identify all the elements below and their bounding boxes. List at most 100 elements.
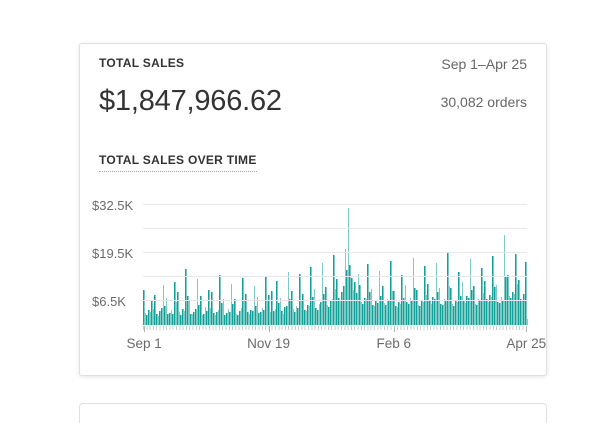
bar[interactable]	[177, 291, 179, 325]
bar[interactable]	[268, 295, 270, 325]
bar[interactable]	[164, 306, 166, 325]
bar[interactable]	[276, 280, 278, 325]
chart-title[interactable]: TOTAL SALES OVER TIME	[99, 153, 257, 172]
bar[interactable]	[305, 310, 308, 325]
bar[interactable]	[368, 292, 371, 325]
bar[interactable]	[151, 299, 153, 325]
bar[interactable]	[432, 296, 434, 325]
bar[interactable]	[456, 302, 459, 325]
bar[interactable]	[494, 286, 496, 325]
bar[interactable]	[451, 304, 454, 325]
bar[interactable]	[430, 303, 433, 325]
bar[interactable]	[367, 264, 369, 325]
bar[interactable]	[355, 292, 358, 325]
bar[interactable]	[256, 296, 259, 325]
bar[interactable]	[286, 305, 288, 325]
bar[interactable]	[182, 308, 184, 325]
next-card-top-edge[interactable]	[79, 403, 547, 423]
bar[interactable]	[334, 289, 337, 325]
bar[interactable]	[279, 297, 282, 325]
bar[interactable]	[407, 304, 410, 325]
bar[interactable]	[481, 268, 483, 325]
bar[interactable]	[524, 262, 527, 325]
bar[interactable]	[219, 274, 221, 325]
bar[interactable]	[196, 279, 199, 325]
bar[interactable]	[492, 256, 494, 325]
bar[interactable]	[258, 313, 260, 325]
bar[interactable]	[300, 299, 303, 325]
bar[interactable]	[464, 302, 467, 325]
bar[interactable]	[144, 313, 147, 325]
bar[interactable]	[487, 301, 490, 325]
bar[interactable]	[263, 310, 265, 325]
bar[interactable]	[338, 298, 340, 325]
bar[interactable]	[214, 314, 217, 325]
bar[interactable]	[235, 313, 238, 325]
bar[interactable]	[485, 299, 488, 325]
bar[interactable]	[274, 308, 277, 325]
bar[interactable]	[152, 309, 155, 325]
bar[interactable]	[206, 310, 208, 325]
bar[interactable]	[297, 307, 299, 325]
bar[interactable]	[383, 303, 386, 325]
bar[interactable]	[438, 287, 441, 325]
bar[interactable]	[156, 313, 158, 325]
bar[interactable]	[391, 290, 394, 325]
bar[interactable]	[516, 283, 519, 325]
bar[interactable]	[461, 282, 464, 325]
bar[interactable]	[472, 285, 475, 325]
bar[interactable]	[390, 260, 392, 325]
bar[interactable]	[427, 283, 429, 325]
bar[interactable]	[429, 301, 431, 325]
bar[interactable]	[242, 277, 244, 325]
bar[interactable]	[331, 298, 334, 325]
bar[interactable]	[167, 314, 169, 325]
bar[interactable]	[508, 296, 511, 325]
bar[interactable]	[172, 313, 174, 325]
bar[interactable]	[269, 312, 272, 325]
bar[interactable]	[302, 293, 304, 325]
bar[interactable]	[295, 306, 298, 325]
bar[interactable]	[489, 294, 491, 325]
bar[interactable]	[339, 301, 342, 325]
bar[interactable]	[323, 294, 325, 325]
bar[interactable]	[237, 315, 239, 325]
bar[interactable]	[375, 299, 377, 325]
bar[interactable]	[253, 286, 256, 325]
bar[interactable]	[292, 309, 295, 325]
bar[interactable]	[159, 310, 161, 325]
bar[interactable]	[221, 302, 223, 325]
bar[interactable]	[393, 290, 395, 325]
bar[interactable]	[372, 304, 374, 325]
bar[interactable]	[414, 288, 416, 325]
bar[interactable]	[294, 311, 296, 325]
bar[interactable]	[398, 301, 400, 325]
bar[interactable]	[316, 309, 319, 325]
bar[interactable]	[520, 299, 522, 325]
bar[interactable]	[497, 302, 499, 325]
bar[interactable]	[502, 299, 504, 325]
bar[interactable]	[399, 303, 402, 325]
bar[interactable]	[359, 284, 361, 325]
bar[interactable]	[458, 272, 460, 325]
bar[interactable]	[208, 290, 210, 325]
bar[interactable]	[315, 308, 317, 325]
bar[interactable]	[185, 268, 187, 325]
bar[interactable]	[310, 267, 312, 325]
bar[interactable]	[459, 295, 462, 325]
bar[interactable]	[312, 297, 314, 325]
bar[interactable]	[463, 300, 465, 325]
bar[interactable]	[342, 286, 345, 325]
bar[interactable]	[157, 315, 160, 325]
bar[interactable]	[404, 284, 407, 325]
bar[interactable]	[422, 302, 425, 325]
bar[interactable]	[146, 314, 148, 325]
bar[interactable]	[476, 304, 478, 325]
bar[interactable]	[409, 298, 412, 325]
bar[interactable]	[365, 299, 368, 325]
bar[interactable]	[328, 307, 330, 325]
bar[interactable]	[183, 310, 186, 325]
bar[interactable]	[204, 307, 207, 325]
bar[interactable]	[349, 264, 351, 325]
bar[interactable]	[518, 280, 520, 325]
